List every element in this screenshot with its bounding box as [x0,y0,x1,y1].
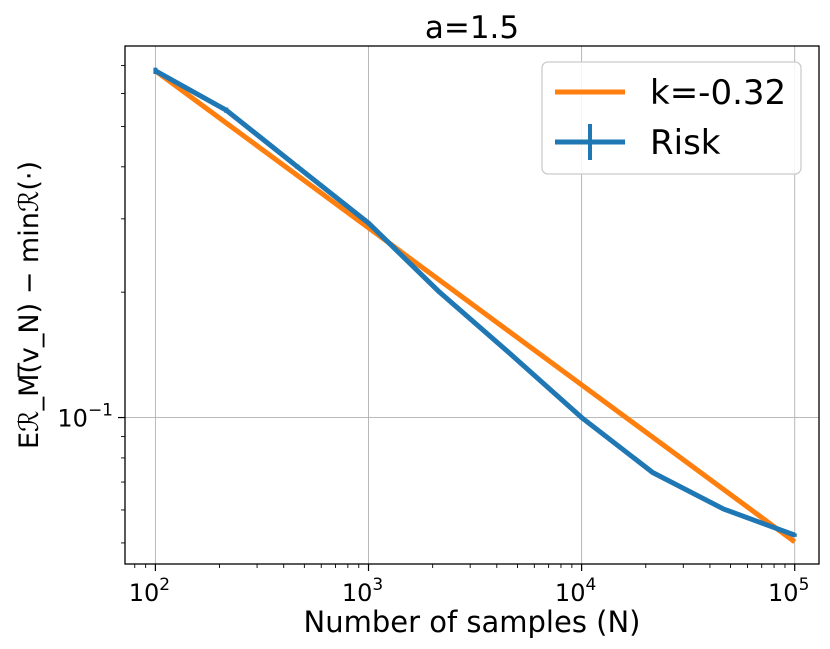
x-axis-label: Number of samples (N) [304,605,641,639]
x-tick-label: 104 [555,575,596,607]
plot-area-frame [124,45,820,565]
risk-line [154,68,796,538]
x-tick-label: 103 [342,575,383,607]
axis-ticks: 102 103 104 105 10−1 [57,65,809,607]
chart-title: a=1.5 [425,10,519,46]
x-tick-label: 105 [768,575,809,607]
series-layer [153,67,797,544]
legend-label-k: k=-0.32 [650,73,786,113]
legend: k=-0.32 Risk [541,61,802,175]
x-tick-label: 102 [129,575,170,607]
fit-line-k [153,68,797,544]
legend-label-risk: Risk [650,123,721,163]
y-tick-label: 10−1 [57,401,113,433]
y-axis-label: Eℛ_M(̅v_N) − minℛ(·) [14,161,45,449]
